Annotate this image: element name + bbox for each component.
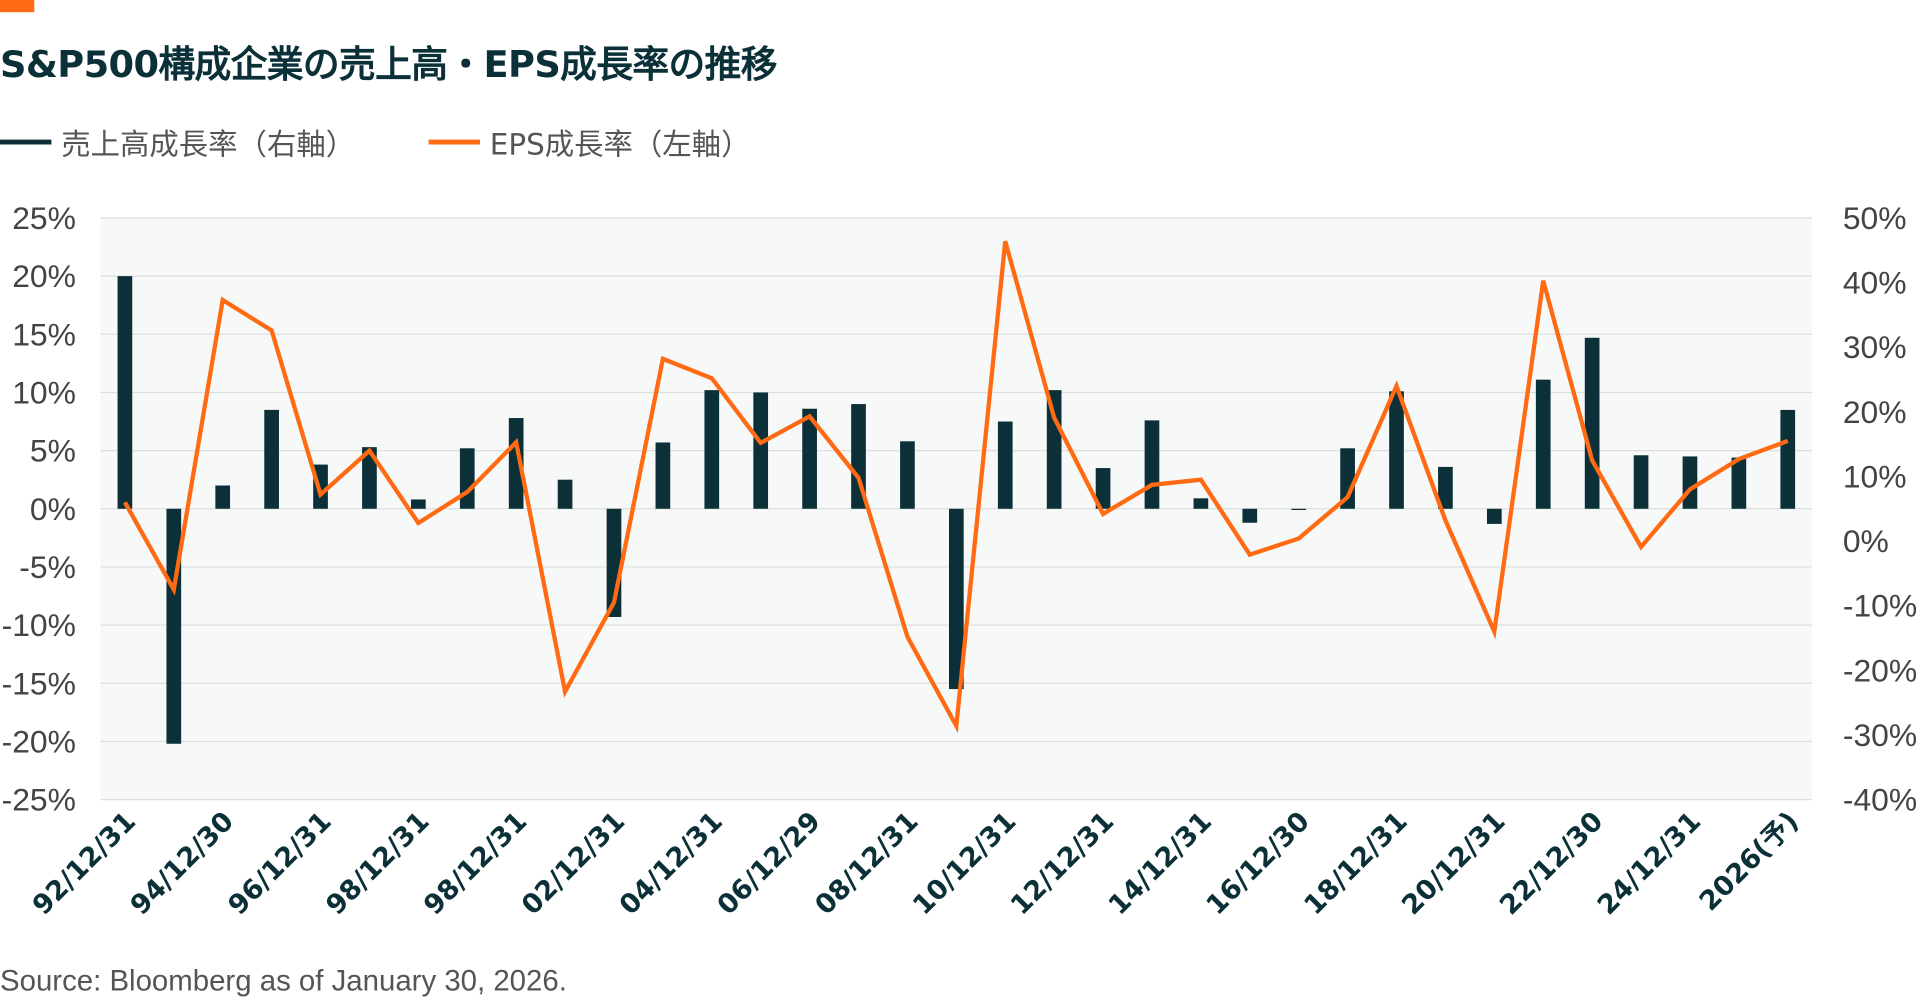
x-axis-tick-label: 02/12/31	[516, 806, 631, 921]
sales-bar-2006	[802, 408, 817, 509]
right-axis-tick-label: 0%	[1843, 523, 1889, 559]
x-axis-tick-label: 20/12/31	[1396, 806, 1511, 921]
x-axis-tick-label: 10/12/31	[907, 806, 1022, 921]
sales-bar-2024	[1682, 456, 1698, 509]
left-axis-tick-label: -10%	[2, 607, 76, 643]
sales-bar-2013	[1144, 420, 1160, 509]
sales-bar-2020	[1486, 508, 1502, 524]
accent-bar	[0, 0, 35, 13]
left-axis-tick-label: 10%	[12, 374, 76, 410]
x-axis-tick-label: 98/12/31	[320, 806, 435, 921]
left-axis-tick-label: -5%	[19, 549, 76, 585]
sales-bar-2025	[1731, 457, 1747, 509]
right-axis-tick-label: -10%	[1843, 588, 1917, 624]
sales-bar-2023	[1633, 455, 1649, 509]
right-axis-tick-label: -30%	[1843, 717, 1917, 753]
sales-bar-2015	[1242, 508, 1258, 523]
left-axis-tick-label: -20%	[2, 723, 76, 759]
x-axis-tick-label: 06/12/29	[712, 806, 827, 921]
x-axis-tick-label: 18/12/31	[1298, 806, 1413, 921]
sales-bar-1997	[362, 447, 377, 509]
legend-swatch-sales	[0, 138, 52, 144]
right-axis-tick-label: -20%	[1843, 652, 1917, 688]
x-axis-tick-label: 16/12/30	[1201, 806, 1316, 921]
x-axis-tick-label: 2026(予)	[1694, 806, 1805, 917]
sales-bar-2016	[1291, 508, 1307, 511]
x-axis-tick-label: 12/12/31	[1005, 806, 1120, 921]
x-axis-tick-label: 14/12/31	[1103, 806, 1218, 921]
x-axis-tick-label: 96/12/31	[222, 806, 337, 921]
sales-bar-1995	[264, 409, 279, 509]
sales-bar-2014	[1193, 498, 1209, 509]
sales-bar-1994	[215, 485, 231, 509]
x-axis-tick-label: 92/12/31	[27, 806, 142, 921]
sales-bar-2009	[948, 508, 964, 690]
sales-bar-1993	[166, 508, 182, 744]
sales-bar-2010	[997, 421, 1013, 509]
x-axis-tick-label: 24/12/31	[1592, 806, 1707, 921]
right-axis-tick-label: 30%	[1843, 329, 1907, 365]
sales-bar-2008	[900, 441, 915, 509]
left-axis-tick-label: 25%	[12, 200, 76, 236]
sales-bar-1999	[459, 448, 475, 509]
sales-bar-2021	[1535, 379, 1551, 509]
x-axis-tick-label: 98/12/31	[418, 806, 533, 921]
sales-bar-1998	[410, 499, 426, 509]
left-axis-tick-label: 0%	[30, 491, 76, 527]
legend-item-sales: 売上高成長率（右軸）	[0, 120, 355, 163]
source-note: Source: Bloomberg as of January 30, 2026…	[0, 964, 567, 998]
x-axis-tick-label: 08/12/31	[809, 806, 924, 921]
left-axis-tick-label: 15%	[12, 316, 76, 352]
x-axis-tick-label: 04/12/31	[614, 806, 729, 921]
sales-bar-2000	[508, 418, 524, 509]
sales-bar-2022	[1584, 337, 1600, 509]
legend: 売上高成長率（右軸） EPS成長率（左軸）	[0, 120, 750, 163]
right-axis-tick-label: -40%	[1843, 782, 1917, 818]
legend-swatch-eps	[428, 138, 481, 144]
sales-bar-2019	[1438, 466, 1453, 509]
sales-bar-2012	[1095, 468, 1111, 509]
right-axis-tick-label: 20%	[1843, 394, 1907, 430]
legend-label-sales: 売上高成長率（右軸）	[61, 127, 356, 162]
left-axis-tick-label: 20%	[12, 258, 76, 294]
sales-bar-2011	[1046, 390, 1062, 509]
sales-bar-1992	[117, 276, 133, 509]
sales-bar-2003	[655, 442, 671, 509]
right-axis-tick-label: 40%	[1843, 265, 1907, 301]
left-axis-tick-label: -15%	[2, 665, 76, 701]
left-axis-tick-label: -25%	[2, 782, 76, 818]
chart-plot: 25% 20% 15% 10% 5% 0% -5% -10% -15% -20% -25% 50% 40…	[2, 200, 1918, 921]
legend-label-eps: EPS成長率（左軸）	[489, 127, 751, 162]
right-axis-tick-label: 50%	[1843, 200, 1907, 236]
x-axis-tick-label: 94/12/30	[125, 806, 240, 921]
x-axis-tick-label: 22/12/30	[1494, 806, 1609, 921]
sales-bar-2004	[704, 390, 720, 509]
chart-title: S&P500構成企業の売上高・EPS成長率の推移	[0, 44, 778, 87]
right-axis-tick-label: 10%	[1843, 458, 1907, 494]
sales-bar-2026(予)	[1780, 409, 1796, 509]
sales-bar-2001	[557, 479, 573, 509]
legend-item-eps: EPS成長率（左軸）	[428, 120, 751, 163]
sales-bar-2005	[753, 392, 769, 509]
sales-bar-2018	[1389, 391, 1404, 509]
left-axis-tick-label: 5%	[30, 433, 76, 469]
